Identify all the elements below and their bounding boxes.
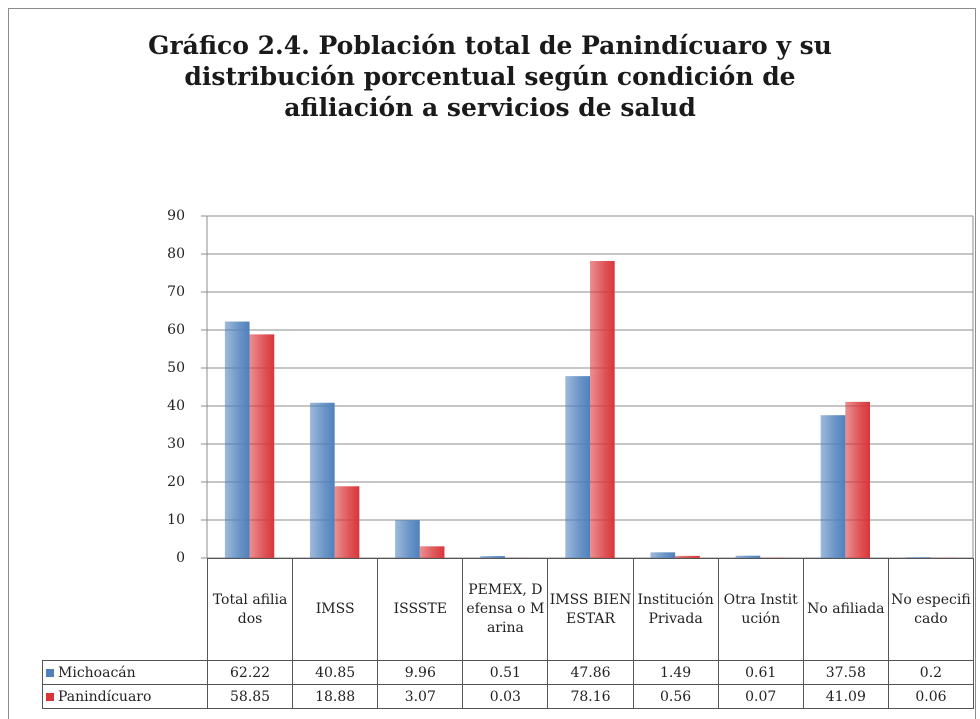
y-tick-label: 0 — [176, 550, 185, 566]
data-table: Total afiliados IMSS ISSSTE PEMEX, Defensa … — [42, 558, 974, 709]
bar — [249, 334, 275, 558]
bar — [480, 556, 505, 558]
data-label: 41.09 — [802, 684, 889, 709]
data-label: 0.07 — [717, 684, 804, 709]
bar — [650, 552, 676, 558]
y-tick-label: 70 — [167, 284, 185, 300]
bar — [905, 557, 931, 558]
legend-label: Panindícuaro — [58, 688, 152, 705]
category-label: IMSS — [292, 558, 379, 661]
chart-title: Gráfico 2.4. Población total de Panindíc… — [148, 31, 832, 122]
category-label: Institución Privada — [632, 558, 719, 661]
data-label: 58.85 — [206, 684, 294, 709]
legend-cell: Michoacán — [42, 660, 208, 685]
data-label: 0.56 — [632, 684, 719, 709]
data-label: 0.2 — [887, 660, 974, 685]
bar — [820, 415, 846, 558]
corner-cell — [42, 558, 208, 661]
legend-label: Michoacán — [58, 664, 136, 681]
legend-swatch — [46, 692, 54, 701]
category-label: PEMEX, Defensa o Marina — [462, 558, 549, 661]
data-label: 9.96 — [377, 660, 464, 685]
y-tick-label: 40 — [167, 398, 185, 414]
legend-swatch — [46, 668, 54, 677]
category-label: No especificado — [887, 558, 974, 661]
data-label: 78.16 — [547, 684, 634, 709]
y-tick-label: 60 — [167, 322, 185, 338]
legend-cell: Panindícuaro — [42, 684, 208, 709]
data-label: 47.86 — [547, 660, 634, 685]
y-tick-label: 10 — [167, 512, 185, 528]
bar — [735, 555, 761, 558]
bar — [845, 401, 871, 558]
table-row: Panindícuaro 58.85 18.88 3.07 0.03 78.16 0.56 0… — [42, 684, 974, 709]
chart-frame — [8, 8, 976, 719]
data-label: 0.03 — [462, 684, 549, 709]
category-label: Otra Institución — [717, 558, 804, 661]
category-label: No afiliada — [802, 558, 889, 661]
y-tick-label: 80 — [167, 246, 185, 262]
category-label: ISSSTE — [377, 558, 464, 661]
bar — [334, 486, 360, 558]
data-label: 0.51 — [462, 660, 549, 685]
table-row: Total afiliados IMSS ISSSTE PEMEX, Defensa … — [42, 558, 974, 661]
y-tick-label: 30 — [167, 436, 185, 452]
bar — [224, 321, 250, 558]
data-label: 0.06 — [887, 684, 974, 709]
table-row: Michoacán 62.22 40.85 9.96 0.51 47.86 1.49 0.61… — [42, 660, 974, 685]
data-label: 0.61 — [717, 660, 804, 685]
data-label: 40.85 — [292, 660, 379, 685]
bar — [419, 546, 445, 558]
bar — [565, 376, 590, 558]
bar — [675, 555, 700, 558]
category-label: Total afiliados — [206, 558, 294, 661]
bar — [590, 260, 615, 558]
bar — [395, 520, 420, 558]
data-label: 62.22 — [206, 660, 294, 685]
data-label: 18.88 — [292, 684, 379, 709]
data-label: 3.07 — [377, 684, 464, 709]
category-label: IMSS BIENESTAR — [547, 558, 634, 661]
bar — [309, 402, 335, 558]
y-tick-label: 20 — [167, 474, 185, 490]
data-label: 1.49 — [632, 660, 719, 685]
data-label: 37.58 — [802, 660, 889, 685]
y-tick-label: 90 — [167, 208, 185, 224]
y-tick-label: 50 — [167, 360, 185, 376]
